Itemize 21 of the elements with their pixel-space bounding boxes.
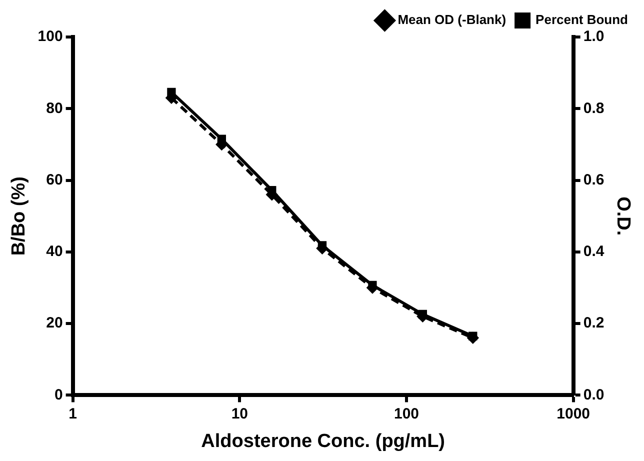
x-tick-label: 1 bbox=[68, 405, 77, 422]
y2-tick-label: 1.0 bbox=[583, 28, 604, 46]
y2-tick-label: 0.2 bbox=[583, 314, 604, 332]
y-tick-label: 40 bbox=[46, 243, 63, 260]
y-tick-label: 100 bbox=[38, 28, 63, 46]
y2-tick-label: 0.6 bbox=[583, 171, 604, 188]
y2-axis-title: O.D. bbox=[612, 196, 634, 236]
x-axis-title: Aldosterone Conc. (pg/mL) bbox=[201, 430, 445, 452]
y2-tick-label: 0.0 bbox=[583, 386, 604, 404]
y2-tick-label: 0.8 bbox=[583, 100, 604, 117]
y-tick-label: 60 bbox=[46, 171, 63, 188]
y-tick-label: 0 bbox=[54, 386, 63, 404]
legend-label: Mean OD (-Blank) bbox=[398, 12, 506, 28]
y-axis-title: B/Bo (%) bbox=[8, 176, 30, 256]
legend-label: Percent Bound bbox=[536, 12, 628, 28]
y-tick-label: 80 bbox=[46, 100, 63, 117]
x-tick-label: 100 bbox=[394, 405, 420, 422]
x-tick-label: 1000 bbox=[556, 405, 590, 422]
x-tick-label: 10 bbox=[231, 405, 248, 422]
y2-tick-label: 0.4 bbox=[583, 243, 605, 260]
y-tick-label: 20 bbox=[46, 314, 63, 332]
